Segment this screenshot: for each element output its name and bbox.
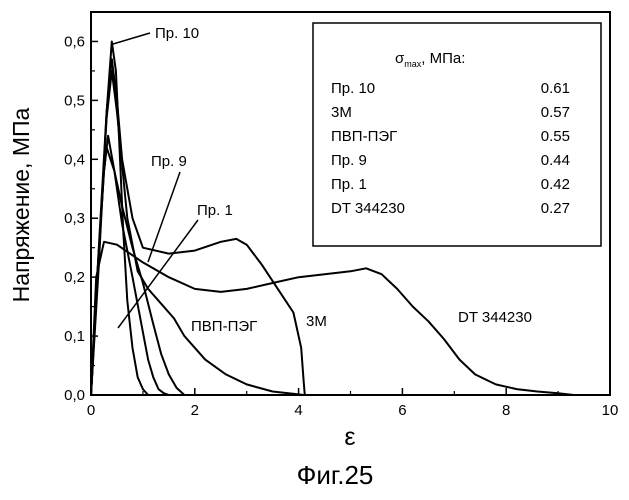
legend-row-value: 0.42 — [541, 176, 570, 193]
y-tick-label: 0,0 — [64, 387, 85, 404]
y-tick-label: 0,4 — [64, 151, 85, 168]
legend-row-value: 0.27 — [541, 200, 570, 217]
x-tick-label: 4 — [294, 402, 302, 419]
legend-row-value: 0.57 — [541, 104, 570, 121]
figure-caption: Фиг.25 — [297, 460, 374, 490]
x-axis-ticks: 0 2 4 6 8 10 — [87, 388, 619, 419]
y-tick-label: 0,3 — [64, 210, 85, 227]
legend-row-label: Пр. 1 — [331, 176, 367, 193]
y-tick-label: 0,6 — [64, 33, 85, 50]
y-tick-label: 0,1 — [64, 328, 85, 345]
annotation-3m: 3М — [306, 313, 327, 330]
annotation-pr1: Пр. 1 — [197, 202, 233, 219]
legend-header-subscript: max — [404, 59, 422, 69]
annotation-pr10: Пр. 10 — [155, 25, 199, 42]
annotation-pvp-peg: ПВП-ПЭГ — [191, 318, 257, 335]
x-axis-title: ε — [344, 423, 355, 451]
y-tick-label: 0,5 — [64, 92, 85, 109]
legend-row-value: 0.55 — [541, 128, 570, 145]
annotation-pr9: Пр. 9 — [151, 153, 187, 170]
x-tick-label: 6 — [398, 402, 406, 419]
legend-row-value: 0.61 — [541, 80, 570, 97]
annotation-dt344230: DT 344230 — [458, 309, 532, 326]
x-tick-label: 8 — [502, 402, 510, 419]
y-axis-title: Напряжение, МПа — [8, 107, 34, 302]
legend-row-label: DT 344230 — [331, 200, 405, 217]
y-tick-label: 0,2 — [64, 269, 85, 286]
legend-row-label: Пр. 9 — [331, 152, 367, 169]
legend-row-label: ПВП-ПЭГ — [331, 128, 397, 145]
legend-header-unit: , МПа: — [421, 50, 465, 67]
x-tick-label: 2 — [191, 402, 199, 419]
legend-row-label: 3М — [331, 104, 352, 121]
legend-box: σmax, МПа: Пр. 100.613М0.57ПВП-ПЭГ0.55Пр… — [313, 23, 601, 246]
x-tick-label: 0 — [87, 402, 95, 419]
leader-line-pr10 — [113, 33, 150, 44]
legend-row-label: Пр. 10 — [331, 80, 375, 97]
x-tick-label: 10 — [602, 402, 619, 419]
leader-line-pr9 — [148, 172, 180, 262]
legend-row-value: 0.44 — [541, 152, 570, 169]
